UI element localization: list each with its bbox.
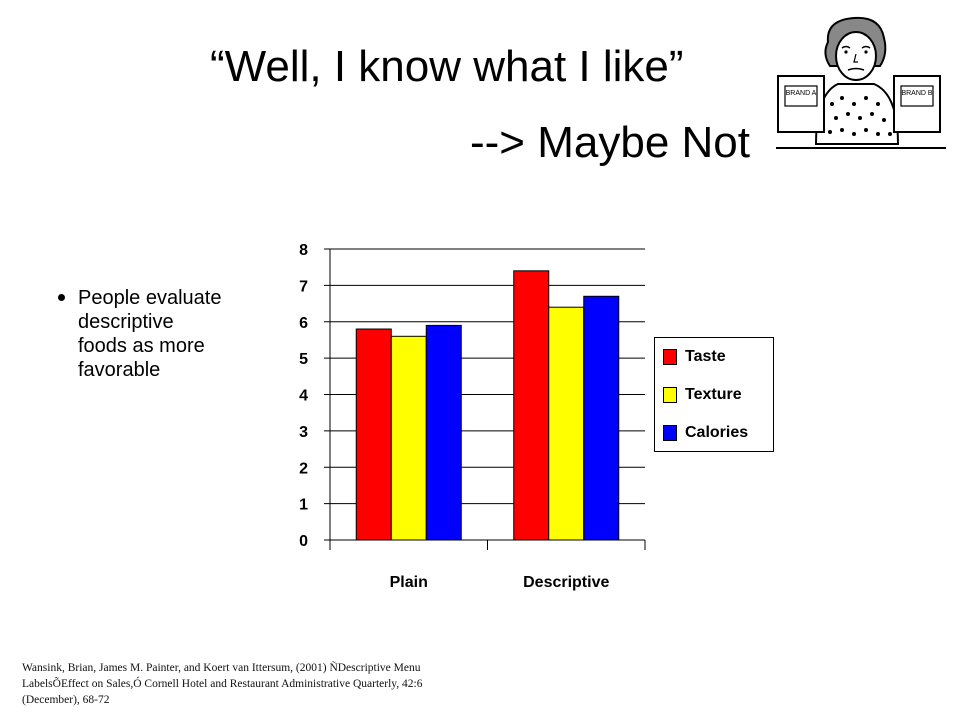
chart-axes bbox=[324, 248, 646, 550]
chart-labels: 0 1 2 3 4 5 6 7 8 Plain Descriptive bbox=[299, 242, 609, 591]
bar-taste-plain bbox=[355, 328, 392, 541]
y-tick-label: 7 bbox=[299, 278, 308, 295]
citation-text: Wansink, Brian, James M. Painter, and Ko… bbox=[22, 662, 423, 706]
woman-comparing-brand-a-and-brand-b-icon: BRAND A BRAND B bbox=[776, 16, 946, 149]
svg-text:BRAND B: BRAND B bbox=[901, 90, 932, 97]
y-tick-label: 4 bbox=[299, 388, 308, 405]
slide-title-line1: “Well, I know what I like” bbox=[210, 42, 684, 91]
bullet-dot-icon bbox=[58, 294, 65, 301]
legend-item-calories: Calories bbox=[663, 424, 748, 442]
legend-label: Texture bbox=[685, 386, 742, 403]
legend-swatch bbox=[663, 425, 677, 441]
bar-calories-descriptive bbox=[583, 295, 620, 541]
slide-title-line2: --> Maybe Not bbox=[470, 118, 750, 167]
y-tick-label: 5 bbox=[299, 351, 308, 368]
bar-taste-descriptive bbox=[513, 270, 550, 541]
x-category-label: Plain bbox=[390, 574, 428, 591]
bar-calories-plain bbox=[425, 324, 462, 541]
svg-text:BRAND A: BRAND A bbox=[786, 90, 817, 97]
chart-bars bbox=[355, 270, 620, 541]
legend-item-texture: Texture bbox=[663, 386, 742, 404]
legend-item-taste: Taste bbox=[663, 348, 726, 366]
legend-label: Taste bbox=[685, 348, 726, 365]
y-tick-label: 2 bbox=[299, 460, 308, 477]
y-tick-label: 1 bbox=[299, 497, 308, 514]
x-category-label: Descriptive bbox=[523, 574, 609, 591]
bar-chart: 0 1 2 3 4 5 6 7 8 Plain Descriptive bbox=[299, 242, 646, 591]
y-tick-label: 8 bbox=[299, 242, 308, 259]
legend-swatch bbox=[663, 387, 677, 403]
bar-texture-descriptive bbox=[548, 306, 585, 541]
bar-texture-plain bbox=[390, 335, 427, 541]
chart-legend: Taste Texture Calories bbox=[654, 337, 774, 452]
legend-swatch bbox=[663, 349, 677, 365]
bullet-text: People evaluate descriptive foods as mor… bbox=[78, 287, 222, 381]
legend-label: Calories bbox=[685, 424, 749, 441]
y-tick-label: 6 bbox=[299, 315, 308, 332]
y-tick-label: 3 bbox=[299, 424, 308, 441]
y-tick-label: 0 bbox=[299, 533, 308, 550]
